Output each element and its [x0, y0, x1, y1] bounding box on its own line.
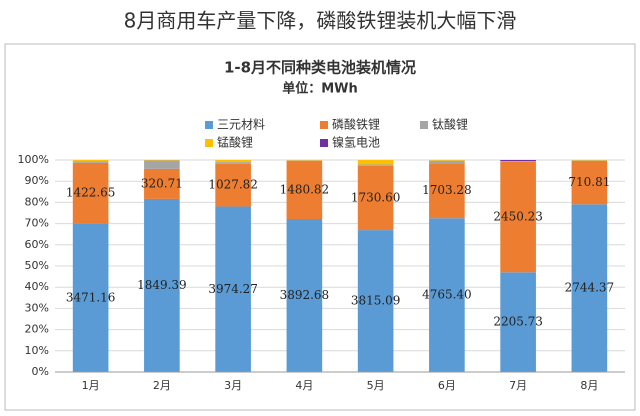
data-label: 710.81 — [568, 175, 610, 189]
bar-segment — [429, 218, 465, 372]
y-tick-label: 20% — [25, 323, 49, 336]
bar-segment — [215, 162, 251, 164]
data-label: 1480.82 — [280, 182, 330, 196]
y-tick-label: 100% — [18, 153, 49, 166]
legend-swatch — [320, 139, 328, 147]
bar-segment — [286, 218, 323, 372]
bar-segment — [215, 206, 251, 372]
data-label: 1849.39 — [137, 278, 187, 292]
data-label: 3892.68 — [280, 288, 330, 302]
bar-segment — [144, 168, 180, 199]
x-tick-label: 5月 — [367, 379, 385, 392]
y-tick-label: 60% — [25, 238, 49, 251]
unit-label: 单位：MWh — [282, 81, 358, 97]
data-label: 2744.37 — [565, 281, 615, 295]
bar-segment — [571, 160, 608, 205]
bar-segment — [72, 162, 109, 224]
bar-segment — [357, 164, 394, 166]
chart-subtitle: 1-8月不同种类电池装机情况 — [224, 59, 416, 77]
data-label: 1703.28 — [422, 183, 472, 197]
data-label: 2450.23 — [493, 209, 543, 223]
chart-frame — [4, 43, 636, 411]
bar-segment — [215, 160, 251, 163]
bar-segment — [144, 198, 180, 372]
bar-segment — [429, 163, 465, 219]
legend-label: 镍氢电池 — [332, 135, 380, 150]
y-tick-label: 70% — [25, 217, 49, 230]
bar-segment — [571, 204, 608, 372]
bar-segment — [500, 161, 536, 273]
bar-segment — [357, 160, 394, 165]
chart-title: 8月商用车产量下降，磷酸铁锂装机大幅下滑 — [124, 9, 517, 33]
x-tick-label: 7月 — [509, 379, 527, 392]
legend-swatch — [320, 121, 328, 129]
bar-segment — [357, 230, 394, 372]
bar-segment — [357, 165, 394, 231]
x-tick-label: 1月 — [82, 379, 100, 392]
data-label: 3974.27 — [208, 282, 258, 296]
data-label: 1730.60 — [351, 190, 401, 204]
x-tick-label: 2月 — [153, 379, 171, 392]
legend-swatch — [205, 121, 213, 129]
x-tick-label: 8月 — [580, 379, 598, 392]
bar-segment — [72, 160, 109, 162]
data-label: 3471.16 — [66, 290, 116, 304]
legend-label: 钛酸锂 — [432, 117, 468, 132]
y-tick-label: 40% — [25, 280, 49, 293]
data-label: 320.71 — [141, 176, 183, 190]
legend-label: 磷酸铁锂 — [332, 117, 380, 132]
y-tick-label: 0% — [32, 365, 49, 378]
data-label: 1027.82 — [208, 178, 258, 192]
x-tick-label: 3月 — [224, 379, 242, 392]
bar-segment — [500, 272, 536, 372]
data-label: 1422.65 — [66, 186, 116, 200]
data-label: 3815.09 — [351, 294, 401, 308]
bar-segment — [72, 223, 109, 372]
legend-label: 三元材料 — [217, 118, 265, 132]
y-tick-label: 80% — [25, 195, 49, 208]
bar-segment — [215, 163, 251, 207]
bar-segment — [429, 160, 465, 161]
legend-label: 锰酸锂 — [217, 135, 253, 150]
data-label: 4765.40 — [422, 288, 472, 302]
bar-segment — [144, 160, 180, 169]
x-tick-label: 4月 — [295, 379, 313, 392]
y-tick-label: 10% — [25, 344, 49, 357]
data-label: 2205.73 — [493, 315, 543, 329]
bar-segment — [429, 160, 465, 164]
legend-swatch — [205, 139, 213, 147]
x-tick-label: 6月 — [438, 379, 456, 392]
bar-segment — [72, 161, 109, 163]
y-tick-label: 30% — [25, 301, 49, 314]
legend-swatch — [420, 121, 428, 129]
y-tick-label: 90% — [25, 174, 49, 187]
bar-segment — [500, 160, 536, 162]
bar-segment — [286, 160, 323, 219]
y-tick-label: 50% — [25, 259, 49, 272]
